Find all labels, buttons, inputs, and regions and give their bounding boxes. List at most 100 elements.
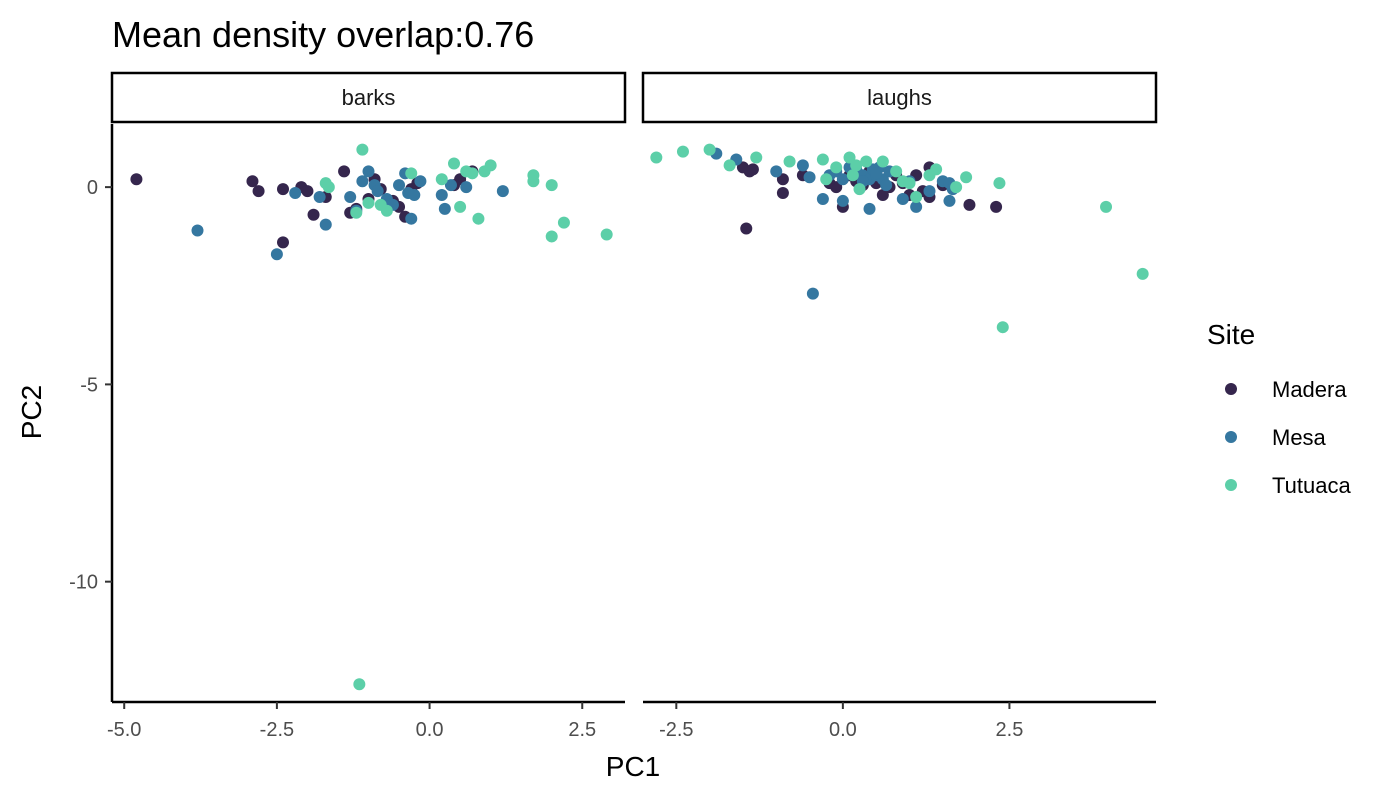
- x-tick-label: 0.0: [416, 719, 444, 741]
- data-point: [405, 167, 418, 180]
- data-point: [277, 183, 289, 196]
- y-tick-label: 0: [87, 177, 98, 199]
- data-point: [460, 181, 473, 194]
- data-point: [191, 224, 204, 237]
- data-point: [880, 179, 893, 192]
- legend-label: Madera: [1272, 377, 1347, 402]
- data-point: [1136, 267, 1149, 280]
- data-point: [676, 145, 689, 158]
- data-point: [860, 155, 873, 168]
- data-point: [863, 202, 876, 215]
- data-point: [414, 175, 427, 188]
- data-point: [277, 236, 289, 249]
- data-point: [776, 173, 789, 186]
- data-point: [319, 218, 332, 231]
- data-point: [820, 173, 833, 186]
- data-point: [816, 153, 829, 166]
- data-point: [545, 230, 558, 243]
- legend-label: Tutuaca: [1272, 473, 1351, 498]
- data-point: [746, 163, 759, 176]
- x-axis-title: PC1: [606, 751, 660, 782]
- y-axis-title: PC2: [16, 385, 47, 439]
- data-point: [1100, 200, 1113, 213]
- data-point: [371, 185, 384, 198]
- series-tutuaca: [319, 143, 613, 691]
- data-point: [806, 287, 819, 300]
- data-point: [910, 190, 923, 203]
- data-point: [996, 321, 1009, 334]
- data-point: [993, 177, 1006, 190]
- data-point: [963, 198, 976, 211]
- x-tick-label: 2.5: [568, 719, 596, 741]
- x-tick-label: 0.0: [829, 719, 857, 741]
- data-point: [313, 190, 326, 203]
- data-point: [289, 187, 302, 200]
- data-point: [130, 173, 143, 186]
- data-point: [830, 161, 843, 174]
- data-point: [350, 206, 363, 219]
- data-point: [393, 179, 406, 192]
- data-point: [444, 179, 457, 192]
- data-point: [910, 200, 923, 213]
- data-point: [322, 181, 335, 194]
- data-point: [723, 159, 736, 172]
- legend: Site Madera Mesa Tutuaca: [1207, 319, 1351, 498]
- data-point: [454, 200, 467, 213]
- data-point: [356, 143, 369, 156]
- series-tutuaca: [650, 143, 1149, 334]
- data-point: [836, 173, 849, 186]
- series-mesa: [191, 165, 509, 261]
- facet-barks: barks -5.0 -2.5 0.0 2.5 0 -5 -10: [69, 71, 627, 741]
- data-point: [990, 200, 1003, 213]
- x-tick-label: -2.5: [260, 719, 294, 741]
- data-point: [923, 185, 936, 198]
- data-point: [803, 171, 816, 184]
- x-tick-label: 2.5: [996, 719, 1024, 741]
- data-point: [448, 157, 460, 170]
- data-point: [776, 187, 789, 200]
- data-point: [356, 175, 369, 188]
- data-point: [246, 175, 259, 188]
- data-point: [930, 163, 943, 176]
- data-point: [362, 165, 375, 178]
- data-point: [435, 173, 448, 186]
- data-point: [943, 194, 956, 207]
- legend-key-tutuaca: [1225, 479, 1237, 491]
- data-point: [853, 183, 866, 196]
- data-point: [876, 155, 889, 168]
- data-point: [740, 222, 753, 235]
- data-point: [850, 159, 863, 172]
- data-point: [301, 185, 314, 198]
- facet-strip: [641, 71, 1158, 124]
- legend-key-mesa: [1225, 431, 1237, 443]
- data-point: [545, 179, 558, 192]
- data-point: [307, 208, 320, 221]
- data-point: [496, 185, 509, 198]
- legend-label: Mesa: [1272, 425, 1327, 450]
- data-point: [770, 165, 783, 178]
- data-point: [353, 678, 366, 691]
- facet-strip-label: barks: [342, 85, 396, 110]
- data-point: [472, 212, 485, 225]
- data-point: [950, 181, 963, 194]
- x-tick-label: -5.0: [107, 719, 141, 741]
- data-point: [870, 167, 883, 180]
- data-point: [460, 165, 473, 178]
- data-point: [783, 155, 796, 168]
- facet-strip-label: laughs: [867, 85, 932, 110]
- data-point: [843, 151, 856, 164]
- data-point: [438, 202, 451, 215]
- data-point: [960, 171, 973, 184]
- data-point: [380, 204, 393, 217]
- legend-key-madera: [1225, 383, 1237, 395]
- data-point: [846, 169, 859, 182]
- data-point: [816, 192, 829, 205]
- data-point: [830, 181, 843, 194]
- data-point: [836, 194, 849, 207]
- data-point: [557, 216, 570, 229]
- data-point: [600, 228, 613, 241]
- data-point: [527, 175, 540, 188]
- data-point: [252, 185, 265, 198]
- legend-title: Site: [1207, 319, 1255, 350]
